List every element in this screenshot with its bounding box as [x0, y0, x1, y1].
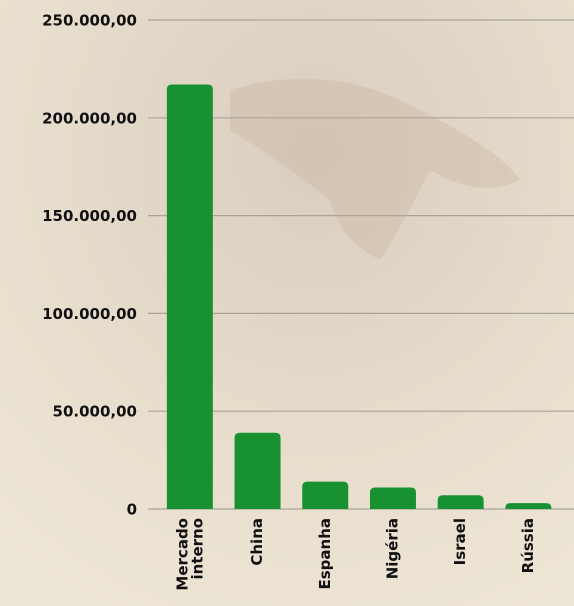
- x-tick-label: Nigéria: [383, 518, 401, 579]
- x-tick-label: Espanha: [316, 518, 334, 590]
- y-tick-label: 200.000,00: [42, 109, 137, 127]
- bar: [437, 495, 484, 509]
- x-tick-label: Rússia: [519, 518, 537, 573]
- x-tick-label-line: interno: [188, 518, 206, 580]
- bar: [505, 503, 552, 509]
- x-tick-label-line: Mercado: [173, 518, 191, 591]
- bar: [369, 487, 416, 509]
- y-tick-label: 250.000,00: [42, 12, 137, 30]
- y-tick-label: 0: [127, 501, 137, 519]
- bar: [234, 432, 281, 509]
- y-tick-label: 50.000,00: [53, 403, 137, 421]
- y-tick-label: 100.000,00: [42, 305, 137, 323]
- background-hand: [230, 78, 520, 260]
- x-tick-label: China: [248, 518, 266, 566]
- y-tick-label: 150.000,00: [42, 207, 137, 225]
- x-tick-label: Israel: [451, 518, 469, 565]
- x-tick-label: Mercadointerno: [173, 518, 206, 591]
- bar: [166, 84, 213, 509]
- bar: [302, 481, 349, 509]
